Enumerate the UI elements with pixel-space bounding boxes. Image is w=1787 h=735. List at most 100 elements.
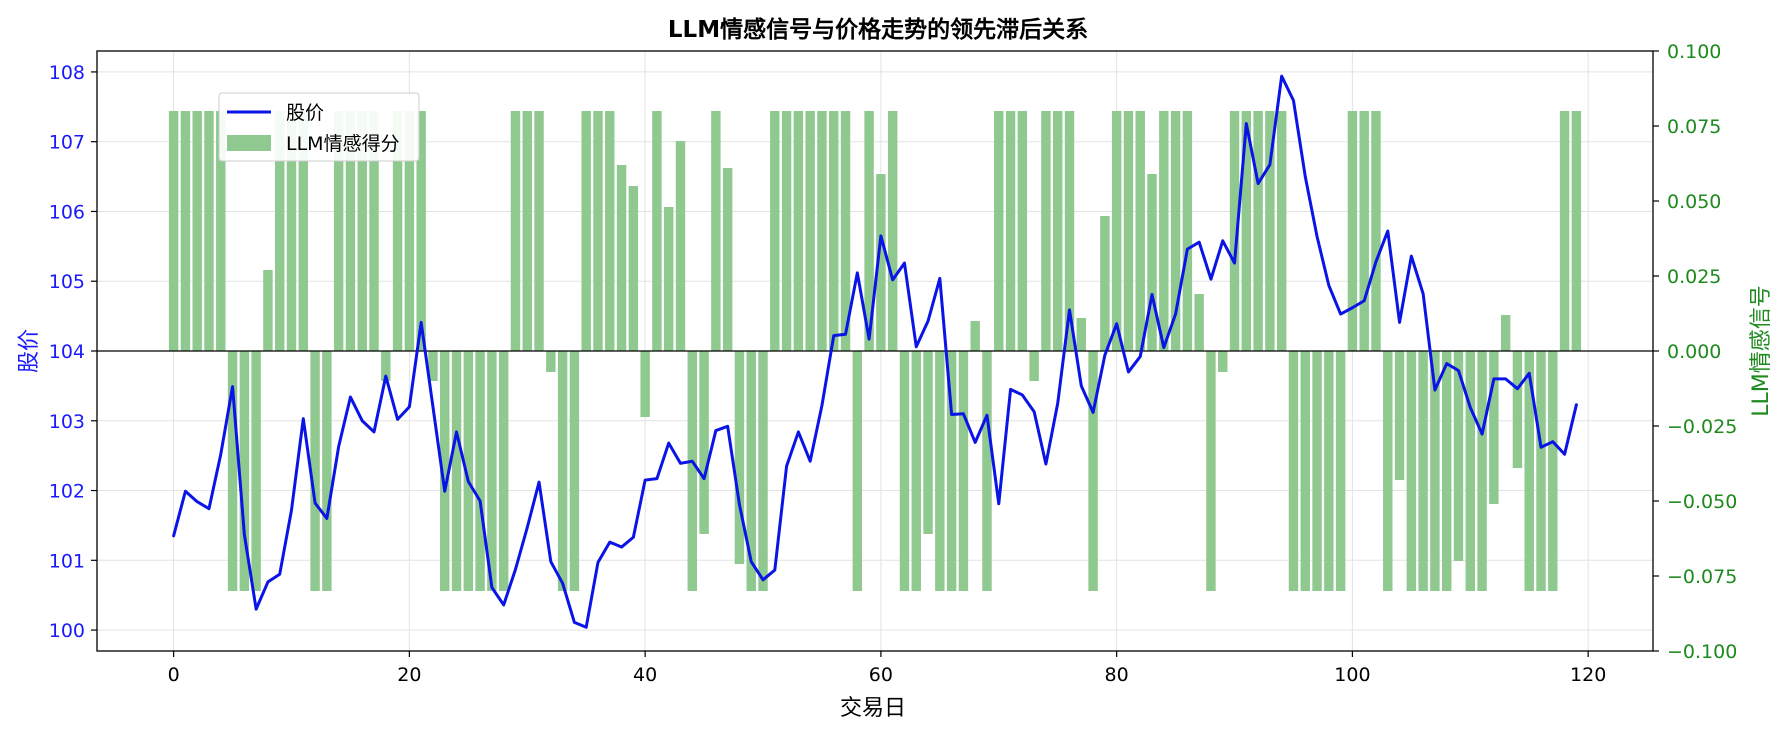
legend-sentiment-label: LLM情感得分 bbox=[286, 133, 400, 155]
sentiment-bar bbox=[1335, 351, 1346, 591]
chart-title: LLM情感信号与价格走势的领先滞后关系 bbox=[668, 16, 1088, 43]
sentiment-bar bbox=[781, 111, 792, 351]
sentiment-bar bbox=[1159, 111, 1169, 351]
sentiment-bar bbox=[1512, 351, 1523, 468]
y-left-tick-label: 105 bbox=[49, 271, 85, 293]
sentiment-bar bbox=[1524, 351, 1534, 591]
y-left-tick-label: 106 bbox=[49, 201, 85, 223]
sentiment-bar bbox=[451, 351, 462, 591]
y-left-tick-label: 107 bbox=[49, 132, 85, 154]
sentiment-bar bbox=[982, 351, 992, 591]
x-tick-label: 40 bbox=[633, 664, 657, 686]
sentiment-bar bbox=[510, 111, 521, 351]
sentiment-bar bbox=[322, 351, 332, 591]
sentiment-bar bbox=[404, 111, 415, 351]
sentiment-bar bbox=[1489, 351, 1499, 504]
x-tick-label: 20 bbox=[397, 664, 421, 686]
sentiment-bar bbox=[534, 111, 544, 351]
sentiment-bar bbox=[958, 351, 969, 591]
sentiment-bar bbox=[1182, 111, 1193, 351]
sentiment-bar bbox=[345, 111, 356, 351]
sentiment-bar bbox=[1123, 111, 1134, 351]
sentiment-bar bbox=[1218, 351, 1228, 372]
y-axis-left-title: 股价 bbox=[17, 329, 42, 373]
sentiment-bar bbox=[1100, 216, 1110, 351]
sentiment-bar bbox=[1029, 351, 1039, 381]
y-left-tick-label: 103 bbox=[49, 411, 85, 433]
sentiment-bar bbox=[770, 111, 780, 351]
y-left-tick-label: 101 bbox=[49, 550, 85, 572]
sentiment-bar bbox=[1005, 111, 1016, 351]
sentiment-bar bbox=[1064, 111, 1075, 351]
sentiment-bar bbox=[722, 168, 733, 351]
price-line bbox=[172, 74, 1578, 629]
y-right-tick-label: 0.075 bbox=[1667, 116, 1721, 138]
x-axis-title: 交易日 bbox=[840, 696, 906, 721]
sentiment-bar bbox=[1253, 111, 1263, 351]
sentiment-bar bbox=[428, 351, 438, 381]
y-right-tick-label: 0.025 bbox=[1667, 266, 1721, 288]
sentiment-bar bbox=[699, 351, 709, 534]
sentiment-bar bbox=[1229, 111, 1240, 351]
legend-sentiment-swatch bbox=[227, 135, 271, 151]
sentiment-bar bbox=[581, 111, 591, 351]
sentiment-bar bbox=[227, 351, 238, 591]
sentiment-bar bbox=[1477, 351, 1487, 591]
sentiment-bar bbox=[1430, 351, 1440, 591]
sentiment-bar bbox=[840, 111, 851, 351]
sentiment-bar bbox=[1206, 351, 1216, 591]
sentiment-bar bbox=[1147, 174, 1157, 351]
sentiment-bar bbox=[994, 111, 1004, 351]
y-right-tick-label: −0.025 bbox=[1667, 416, 1737, 438]
sentiment-bar bbox=[180, 111, 191, 351]
sentiment-bar bbox=[711, 111, 721, 351]
sentiment-bar bbox=[1194, 294, 1204, 351]
sentiment-bar bbox=[1371, 111, 1381, 351]
sentiment-bar bbox=[1347, 111, 1358, 351]
y-right-tick-label: 0.000 bbox=[1667, 341, 1721, 363]
sentiment-bar bbox=[1418, 351, 1428, 591]
sentiment-bar bbox=[475, 351, 485, 591]
legend: 股价 LLM情感得分 bbox=[218, 92, 420, 162]
y-left-tick-label: 108 bbox=[49, 62, 85, 84]
sentiment-bar bbox=[675, 141, 686, 351]
sentiment-bar bbox=[1441, 351, 1452, 591]
sentiment-bar bbox=[829, 111, 839, 351]
y-right-tick-label: −0.075 bbox=[1667, 566, 1737, 588]
sentiment-bar bbox=[805, 111, 815, 351]
y-right-tick-label: −0.050 bbox=[1667, 491, 1737, 513]
y-axis-left: 100 101 102 103 104 105 106 107 108 bbox=[49, 62, 97, 642]
sentiment-bar bbox=[168, 111, 179, 351]
sentiment-bar bbox=[734, 351, 745, 564]
legend-price-label: 股价 bbox=[286, 102, 324, 124]
sentiment-bar bbox=[628, 186, 639, 351]
sentiment-bar bbox=[416, 111, 426, 351]
sentiment-bar bbox=[1453, 351, 1464, 561]
x-tick-label: 60 bbox=[869, 664, 893, 686]
sentiment-bar bbox=[817, 111, 827, 351]
y-left-tick-label: 104 bbox=[49, 341, 85, 363]
sentiment-bar bbox=[274, 111, 285, 351]
sentiment-bar bbox=[876, 174, 886, 351]
sentiment-bar bbox=[1276, 111, 1287, 351]
sentiment-bar bbox=[333, 111, 344, 351]
y-axis-right: −0.100 −0.075 −0.050 −0.025 0.000 0.025 0.050 0… bbox=[1653, 41, 1737, 663]
sentiment-bar bbox=[251, 351, 261, 591]
sentiment-bar bbox=[887, 111, 898, 351]
sentiment-bar bbox=[357, 111, 367, 351]
sentiment-bar bbox=[286, 111, 297, 351]
sentiment-bar bbox=[392, 111, 403, 351]
sentiment-bar bbox=[1288, 351, 1299, 591]
sentiment-bar bbox=[298, 111, 309, 351]
sentiment-bar bbox=[1300, 351, 1310, 591]
sentiment-bar bbox=[204, 111, 214, 351]
sentiment-bar bbox=[1265, 111, 1275, 351]
sentiment-bar bbox=[216, 111, 226, 351]
y-right-tick-label: 0.100 bbox=[1667, 41, 1721, 63]
sentiment-bar bbox=[1559, 111, 1570, 351]
sentiment-bar bbox=[652, 111, 662, 351]
sentiment-bar bbox=[616, 165, 627, 351]
sentiment-bar bbox=[557, 351, 568, 591]
sentiment-bar bbox=[864, 111, 874, 351]
sentiment-bar bbox=[1088, 351, 1098, 591]
